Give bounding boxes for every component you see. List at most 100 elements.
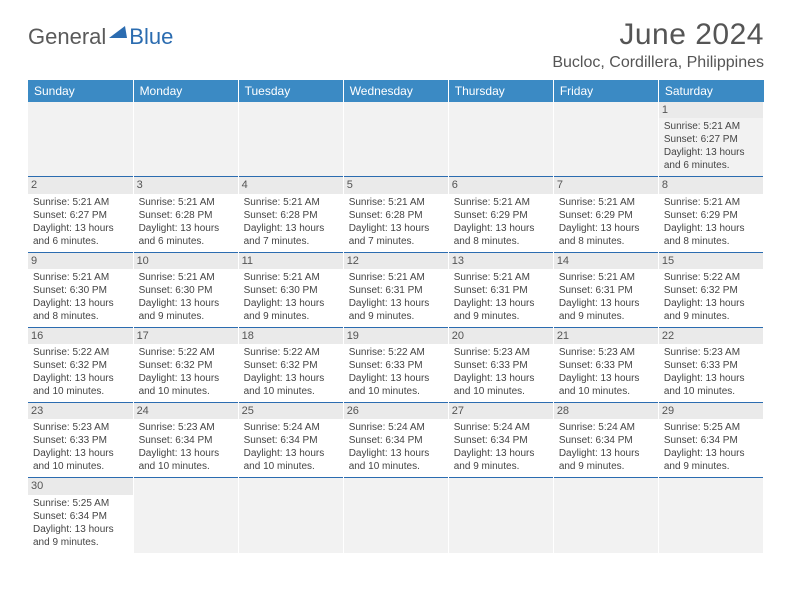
sunset-line: Sunset: 6:32 PM [244, 359, 338, 372]
calendar-body: 1 Sunrise: 5:21 AM Sunset: 6:27 PM Daylight… [28, 102, 764, 553]
sunrise-line: Sunrise: 5:21 AM [349, 196, 443, 209]
calendar-cell [133, 478, 238, 553]
day-header: Tuesday [238, 80, 343, 102]
calendar-cell: 1Sunrise: 5:21 AMSunset: 6:27 PMDaylight… [658, 102, 763, 177]
daylight-line: Daylight: 13 hours and 8 minutes. [33, 297, 128, 323]
day-number: 26 [344, 403, 448, 419]
sunset-line: Sunset: 6:32 PM [139, 359, 233, 372]
sunrise-line: Sunrise: 5:24 AM [454, 421, 548, 434]
daylight-line: Daylight: 13 hours and 9 minutes. [139, 297, 233, 323]
daylight-line: Daylight: 13 hours and 9 minutes. [559, 297, 653, 323]
calendar-cell: 12Sunrise: 5:21 AMSunset: 6:31 PMDayligh… [343, 252, 448, 327]
daylight-line: Daylight: 13 hours and 10 minutes. [33, 447, 128, 473]
daylight-line: Daylight: 13 hours and 10 minutes. [349, 447, 443, 473]
sunrise-line: Sunrise: 5:23 AM [664, 346, 758, 359]
title-block: June 2024 Bucloc, Cordillera, Philippine… [552, 18, 764, 72]
daylight-line: Daylight: 13 hours and 9 minutes. [244, 297, 338, 323]
sunset-line: Sunset: 6:34 PM [559, 434, 653, 447]
sunset-line: Sunset: 6:30 PM [139, 284, 233, 297]
sunrise-line: Sunrise: 5:21 AM [244, 196, 338, 209]
sunset-line: Sunset: 6:34 PM [454, 434, 548, 447]
sunrise-line: Sunrise: 5:21 AM [244, 271, 338, 284]
calendar-week: 9Sunrise: 5:21 AMSunset: 6:30 PMDaylight… [28, 252, 764, 327]
sunset-line: Sunset: 6:34 PM [349, 434, 443, 447]
page-header: General Blue June 2024 Bucloc, Cordiller… [28, 18, 764, 72]
calendar-cell: 30Sunrise: 5:25 AMSunset: 6:34 PMDayligh… [28, 478, 133, 553]
daylight-line: Daylight: 13 hours and 9 minutes. [664, 297, 758, 323]
sunset-line: Sunset: 6:29 PM [559, 209, 653, 222]
sunrise-line: Sunrise: 5:21 AM [559, 196, 653, 209]
day-number: 9 [28, 253, 133, 269]
sunset-line: Sunset: 6:31 PM [349, 284, 443, 297]
daylight-line: Daylight: 13 hours and 10 minutes. [349, 372, 443, 398]
day-number: 21 [554, 328, 658, 344]
logo-triangle-icon [109, 26, 127, 38]
day-number: 23 [28, 403, 133, 419]
calendar-week: 16Sunrise: 5:22 AMSunset: 6:32 PMDayligh… [28, 327, 764, 402]
day-number: 1 [659, 102, 763, 118]
daylight-line: Daylight: 13 hours and 6 minutes. [664, 146, 758, 172]
calendar-cell: 17Sunrise: 5:22 AMSunset: 6:32 PMDayligh… [133, 327, 238, 402]
calendar-cell: 5Sunrise: 5:21 AMSunset: 6:28 PMDaylight… [343, 177, 448, 252]
sunrise-line: Sunrise: 5:23 AM [33, 421, 128, 434]
daylight-line: Daylight: 13 hours and 10 minutes. [33, 372, 128, 398]
location-subtitle: Bucloc, Cordillera, Philippines [552, 54, 764, 72]
calendar-head: SundayMondayTuesdayWednesdayThursdayFrid… [28, 80, 764, 102]
daylight-line: Daylight: 13 hours and 9 minutes. [33, 523, 128, 549]
calendar-cell: 9Sunrise: 5:21 AMSunset: 6:30 PMDaylight… [28, 252, 133, 327]
calendar-cell: 25Sunrise: 5:24 AMSunset: 6:34 PMDayligh… [238, 403, 343, 478]
calendar-week: 30Sunrise: 5:25 AMSunset: 6:34 PMDayligh… [28, 478, 764, 553]
sunrise-line: Sunrise: 5:23 AM [454, 346, 548, 359]
calendar-cell: 7 Sunrise: 5:21 AMSunset: 6:29 PMDaylight… [553, 177, 658, 252]
day-header: Wednesday [343, 80, 448, 102]
day-header: Saturday [658, 80, 763, 102]
day-number: 8 [659, 177, 763, 193]
sunset-line: Sunset: 6:33 PM [349, 359, 443, 372]
page-title: June 2024 [552, 18, 764, 52]
logo: General Blue [28, 24, 173, 50]
calendar-week: 23Sunrise: 5:23 AMSunset: 6:33 PMDayligh… [28, 403, 764, 478]
calendar-cell: 26 Sunrise: 5:24 AMSunset: 6:34 PMDayligh… [343, 403, 448, 478]
calendar-table: SundayMondayTuesdayWednesdayThursdayFrid… [28, 80, 764, 553]
sunrise-line: Sunrise: 5:21 AM [139, 196, 233, 209]
sunrise-line: Sunrise: 5:24 AM [559, 421, 653, 434]
daylight-line: Daylight: 13 hours and 10 minutes. [454, 372, 548, 398]
day-header: Monday [133, 80, 238, 102]
sunrise-line: Sunrise: 5:22 AM [664, 271, 758, 284]
daylight-line: Daylight: 13 hours and 10 minutes. [139, 372, 233, 398]
calendar-cell: 8Sunrise: 5:21 AMSunset: 6:29 PMDaylight… [658, 177, 763, 252]
day-number: 18 [239, 328, 343, 344]
calendar-cell [343, 478, 448, 553]
sunrise-line: Sunrise: 5:21 AM [559, 271, 653, 284]
daylight-line: Daylight: 13 hours and 10 minutes. [244, 372, 338, 398]
calendar-cell: 2Sunrise: 5:21 AMSunset: 6:27 PMDaylight… [28, 177, 133, 252]
calendar-cell: 11Sunrise: 5:21 AMSunset: 6:30 PMDayligh… [238, 252, 343, 327]
calendar-cell: 20Sunrise: 5:23 AMSunset: 6:33 PMDayligh… [448, 327, 553, 402]
sunrise-line: Sunrise: 5:25 AM [664, 421, 758, 434]
calendar-cell: 21Sunrise: 5:23 AMSunset: 6:33 PMDayligh… [553, 327, 658, 402]
day-number: 24 [134, 403, 238, 419]
sunrise-line: Sunrise: 5:21 AM [454, 196, 548, 209]
daylight-line: Daylight: 13 hours and 9 minutes. [559, 447, 653, 473]
sunset-line: Sunset: 6:30 PM [244, 284, 338, 297]
daylight-line: Daylight: 13 hours and 8 minutes. [559, 222, 653, 248]
calendar-week: 2Sunrise: 5:21 AMSunset: 6:27 PMDaylight… [28, 177, 764, 252]
calendar-cell: 23Sunrise: 5:23 AMSunset: 6:33 PMDayligh… [28, 403, 133, 478]
day-number: 19 [344, 328, 448, 344]
sunrise-line: Sunrise: 5:22 AM [349, 346, 443, 359]
sunset-line: Sunset: 6:28 PM [139, 209, 233, 222]
day-number: 29 [659, 403, 763, 419]
calendar-cell [658, 478, 763, 553]
calendar-cell: 24Sunrise: 5:23 AMSunset: 6:34 PMDayligh… [133, 403, 238, 478]
sunset-line: Sunset: 6:27 PM [33, 209, 128, 222]
day-number: 5 [344, 177, 448, 193]
sunset-line: Sunset: 6:29 PM [454, 209, 548, 222]
sunrise-line: Sunrise: 5:24 AM [349, 421, 443, 434]
day-number: 7 [554, 177, 658, 193]
calendar-cell: 28Sunrise: 5:24 AMSunset: 6:34 PMDayligh… [553, 403, 658, 478]
sunset-line: Sunset: 6:30 PM [33, 284, 128, 297]
daylight-line: Daylight: 13 hours and 9 minutes. [664, 447, 758, 473]
calendar-cell [553, 102, 658, 177]
calendar-cell [553, 478, 658, 553]
day-number: 30 [28, 478, 133, 494]
